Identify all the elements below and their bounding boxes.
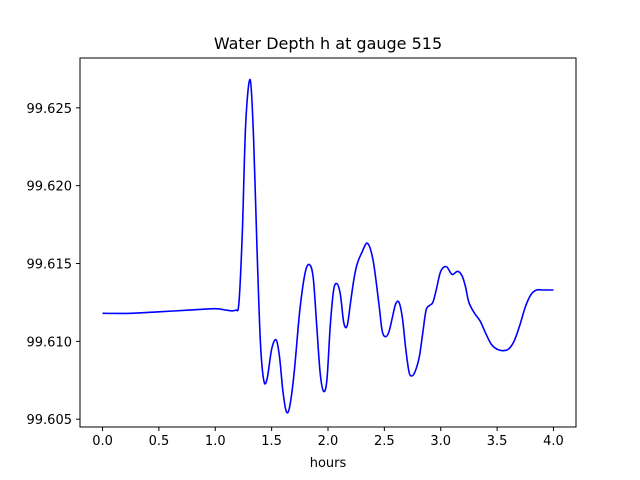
x-axis: 0.0 0.5 1.0 1.5 2.0 2.5 3.0 3.5 4.0 bbox=[92, 427, 564, 449]
y-tick-label: 99.615 bbox=[27, 258, 73, 273]
plot-frame bbox=[79, 57, 577, 428]
x-tick-label: 2.5 bbox=[374, 434, 395, 449]
x-tick-label: 3.0 bbox=[430, 434, 451, 449]
y-axis: 99.605 99.610 99.615 99.620 99.625 bbox=[27, 102, 80, 428]
x-axis-label: hours bbox=[310, 456, 347, 471]
chart-title: Water Depth h at gauge 515 bbox=[214, 34, 442, 53]
x-tick-label: 1.5 bbox=[261, 434, 282, 449]
y-tick-label: 99.620 bbox=[27, 180, 73, 195]
series-line bbox=[102, 78, 554, 414]
x-tick-label: 4.0 bbox=[543, 434, 564, 449]
y-tick-label: 99.625 bbox=[27, 102, 73, 117]
y-tick-label: 99.610 bbox=[27, 335, 73, 350]
plot-area bbox=[102, 78, 554, 414]
x-tick-label: 0.5 bbox=[149, 434, 170, 449]
x-tick-label: 2.0 bbox=[318, 434, 339, 449]
x-tick-label: 1.0 bbox=[205, 434, 226, 449]
x-tick-label: 3.5 bbox=[487, 434, 508, 449]
x-tick-label: 0.0 bbox=[92, 434, 113, 449]
y-tick-label: 99.605 bbox=[27, 413, 73, 428]
